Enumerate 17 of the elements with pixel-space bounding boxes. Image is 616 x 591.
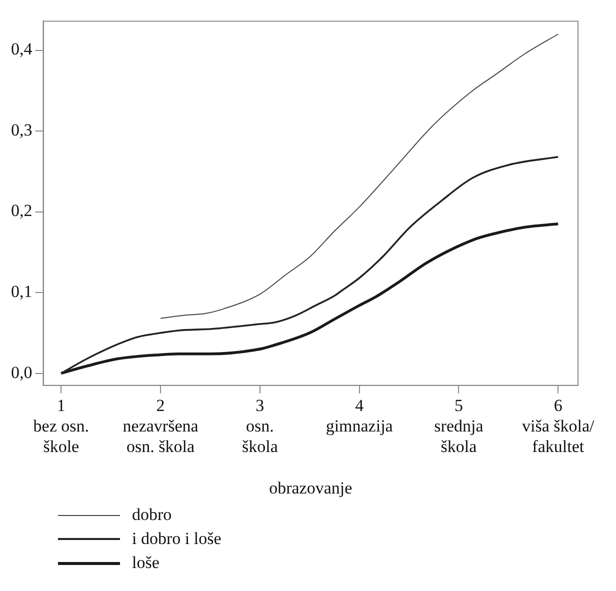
y-tick-label: 0,2 (11, 201, 32, 220)
x-axis-title: obrazovanje (269, 478, 352, 498)
y-tick-label: 0,4 (11, 40, 33, 59)
y-tick-label: 0,1 (11, 282, 32, 301)
y-tick-label: 0,3 (11, 120, 32, 140)
y-tick-label: 0,0 (11, 362, 32, 382)
legend-label: dobro (132, 505, 172, 525)
line-series (60, 156, 560, 374)
x-tick-label: 4 gimnazija (326, 396, 394, 436)
line-series (160, 34, 559, 319)
x-tick-label: 5 srednja škola (434, 396, 484, 456)
x-tick-label: 1 bez osn. škole (33, 396, 89, 456)
legend-label: loše (132, 553, 160, 573)
legend-label: i dobro i loše (132, 529, 222, 549)
x-tick-label: 3 osn. škola (242, 396, 278, 456)
x-tick-label: 2 nezavršena osn. škola (122, 396, 199, 456)
x-tick-label: 6 viša škola/ fakultet (522, 396, 595, 456)
